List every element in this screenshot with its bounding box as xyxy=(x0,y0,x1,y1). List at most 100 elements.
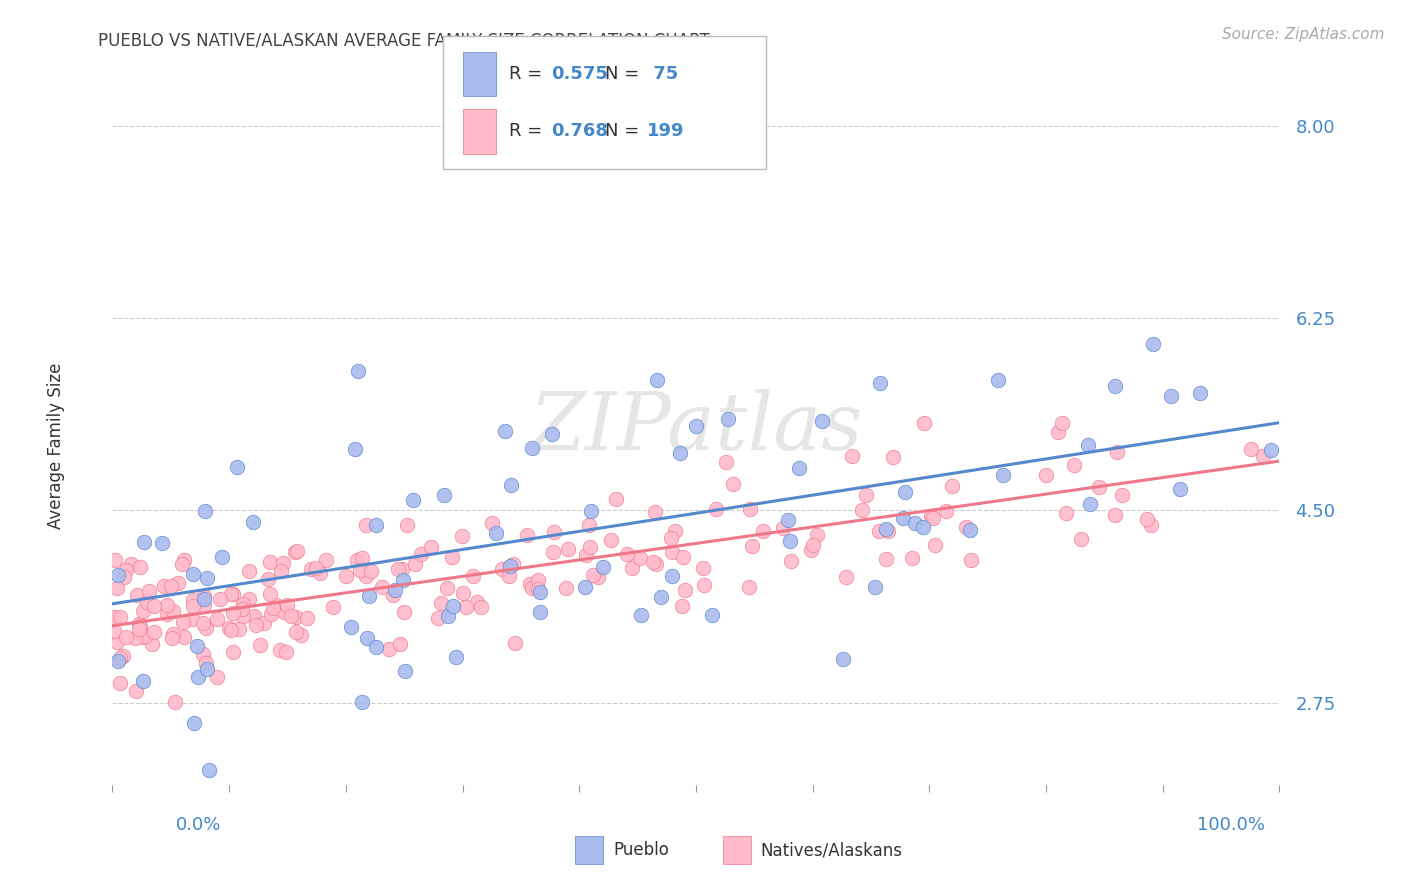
Point xyxy=(578,540,600,554)
Point xyxy=(789,461,811,475)
Point xyxy=(450,529,472,543)
Point xyxy=(941,479,963,493)
Point xyxy=(392,573,415,587)
Text: Average Family Size: Average Family Size xyxy=(48,363,65,529)
Point xyxy=(128,622,150,636)
Point xyxy=(575,548,598,562)
Point xyxy=(132,674,155,689)
Point xyxy=(1168,483,1191,497)
Point xyxy=(835,570,858,584)
Point xyxy=(1104,379,1126,393)
Point xyxy=(134,535,156,549)
Point xyxy=(498,569,520,583)
Point xyxy=(104,553,127,567)
Point xyxy=(193,598,215,612)
Point xyxy=(526,582,548,596)
Point xyxy=(541,427,564,442)
Point xyxy=(485,525,508,540)
Point xyxy=(411,547,433,561)
Point xyxy=(882,450,904,464)
Point xyxy=(108,610,131,624)
Point xyxy=(776,513,799,527)
Point xyxy=(162,604,184,618)
Point xyxy=(211,550,233,565)
Point xyxy=(810,414,832,428)
Point xyxy=(219,587,242,601)
Point xyxy=(183,567,205,582)
Point xyxy=(436,581,458,595)
Point xyxy=(692,561,714,575)
Point xyxy=(716,455,738,469)
Point xyxy=(894,485,917,500)
Point xyxy=(419,540,441,554)
Point xyxy=(124,631,146,645)
Point xyxy=(238,591,260,606)
Point xyxy=(132,604,155,618)
Point xyxy=(170,557,193,571)
Point xyxy=(955,519,977,533)
Point xyxy=(920,509,942,524)
Point xyxy=(661,545,683,559)
Point xyxy=(226,460,249,475)
Point xyxy=(855,488,877,502)
Point xyxy=(115,563,138,577)
Point xyxy=(143,625,166,640)
Point xyxy=(129,560,152,574)
Point xyxy=(685,418,707,433)
Point xyxy=(357,589,380,603)
Point xyxy=(716,411,738,425)
Point xyxy=(541,545,564,559)
Text: N =: N = xyxy=(605,65,644,83)
Point xyxy=(960,552,983,566)
Point xyxy=(295,611,318,625)
Point xyxy=(120,557,142,571)
Text: Pueblo: Pueblo xyxy=(613,841,669,859)
Text: 199: 199 xyxy=(647,122,685,140)
Point xyxy=(257,572,280,586)
Point xyxy=(290,628,312,642)
Point xyxy=(519,576,541,591)
Point xyxy=(891,511,914,525)
Point xyxy=(516,527,538,541)
Point xyxy=(249,638,271,652)
Point xyxy=(232,609,254,624)
Point xyxy=(1142,337,1164,351)
Text: ZIPatlas: ZIPatlas xyxy=(529,390,863,467)
Point xyxy=(366,640,388,654)
Point xyxy=(868,524,890,538)
Point xyxy=(630,607,652,622)
Point xyxy=(103,624,125,639)
Point xyxy=(645,373,668,387)
Point xyxy=(197,764,219,778)
Point xyxy=(1111,488,1133,502)
Point xyxy=(322,600,344,615)
Point xyxy=(315,553,337,567)
Point xyxy=(520,581,543,595)
Point xyxy=(772,521,794,535)
Point xyxy=(620,560,643,574)
Text: R =: R = xyxy=(509,65,548,83)
Point xyxy=(1054,506,1077,520)
Point xyxy=(129,619,152,633)
Point xyxy=(160,579,183,593)
Point xyxy=(692,578,714,592)
Point xyxy=(394,664,416,678)
Point xyxy=(491,562,513,576)
Point xyxy=(194,503,217,517)
Point xyxy=(167,576,190,591)
Point xyxy=(387,562,409,576)
Point xyxy=(1251,449,1274,463)
Point xyxy=(801,538,824,552)
Point xyxy=(105,635,128,649)
Point xyxy=(1088,480,1111,494)
Text: Natives/Alaskans: Natives/Alaskans xyxy=(761,841,903,859)
Point xyxy=(592,559,614,574)
Point xyxy=(1070,532,1092,546)
Point xyxy=(520,441,543,455)
Point xyxy=(1136,512,1159,526)
Point xyxy=(668,445,690,459)
Point xyxy=(1077,438,1099,452)
Point xyxy=(1189,386,1212,401)
Point xyxy=(702,608,724,623)
Point xyxy=(105,582,128,596)
